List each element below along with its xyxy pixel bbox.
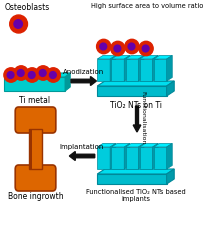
FancyBboxPatch shape	[97, 174, 167, 184]
FancyBboxPatch shape	[4, 77, 65, 91]
FancyBboxPatch shape	[154, 59, 167, 81]
FancyArrow shape	[69, 152, 95, 161]
FancyBboxPatch shape	[126, 147, 138, 169]
FancyArrow shape	[71, 77, 96, 85]
FancyBboxPatch shape	[154, 147, 167, 169]
Text: High surface area to volume ratio: High surface area to volume ratio	[91, 3, 204, 9]
Text: Anodization: Anodization	[63, 69, 104, 75]
Polygon shape	[110, 143, 116, 169]
Polygon shape	[97, 143, 116, 147]
Ellipse shape	[25, 68, 39, 82]
Ellipse shape	[97, 39, 111, 54]
Polygon shape	[126, 55, 144, 59]
Ellipse shape	[4, 68, 18, 82]
Ellipse shape	[49, 71, 56, 78]
Polygon shape	[97, 55, 116, 59]
FancyBboxPatch shape	[97, 59, 110, 81]
Polygon shape	[167, 81, 174, 96]
Ellipse shape	[36, 66, 50, 80]
Ellipse shape	[100, 43, 107, 50]
Polygon shape	[138, 143, 144, 169]
FancyBboxPatch shape	[97, 147, 110, 169]
Polygon shape	[97, 81, 174, 86]
Polygon shape	[65, 73, 70, 91]
FancyBboxPatch shape	[111, 59, 124, 81]
Polygon shape	[140, 55, 158, 59]
FancyBboxPatch shape	[15, 107, 56, 133]
Ellipse shape	[10, 15, 27, 33]
Polygon shape	[97, 169, 174, 174]
Ellipse shape	[128, 43, 135, 50]
Polygon shape	[138, 55, 144, 81]
FancyBboxPatch shape	[29, 129, 42, 169]
Text: Functionalisation: Functionalisation	[140, 91, 145, 145]
Ellipse shape	[46, 68, 60, 82]
FancyBboxPatch shape	[126, 59, 138, 81]
FancyBboxPatch shape	[140, 59, 153, 81]
Text: Ti metal: Ti metal	[19, 96, 50, 105]
Ellipse shape	[14, 66, 28, 80]
Polygon shape	[126, 143, 144, 147]
Polygon shape	[154, 143, 172, 147]
Polygon shape	[4, 73, 70, 77]
FancyBboxPatch shape	[15, 165, 56, 191]
Polygon shape	[111, 143, 130, 147]
Ellipse shape	[142, 45, 149, 52]
Polygon shape	[153, 55, 158, 81]
Ellipse shape	[28, 71, 35, 78]
Polygon shape	[124, 55, 130, 81]
FancyBboxPatch shape	[29, 129, 32, 169]
Text: Osteoblasts: Osteoblasts	[4, 3, 49, 12]
Text: Functionalised TiO₂ NTs based
implants: Functionalised TiO₂ NTs based implants	[86, 189, 186, 202]
Ellipse shape	[17, 70, 24, 76]
Polygon shape	[110, 55, 116, 81]
Ellipse shape	[7, 71, 14, 78]
Text: Bone ingrowth: Bone ingrowth	[8, 192, 63, 201]
Text: TiO₂ NTs on Ti: TiO₂ NTs on Ti	[110, 101, 162, 110]
Polygon shape	[111, 55, 130, 59]
Polygon shape	[167, 55, 172, 81]
Ellipse shape	[39, 70, 46, 76]
Polygon shape	[124, 143, 130, 169]
Polygon shape	[154, 55, 172, 59]
Polygon shape	[167, 169, 174, 184]
Text: Implantation: Implantation	[60, 144, 104, 150]
Polygon shape	[167, 143, 172, 169]
Ellipse shape	[125, 39, 139, 54]
Ellipse shape	[14, 20, 22, 28]
FancyBboxPatch shape	[97, 86, 167, 96]
Polygon shape	[153, 143, 158, 169]
FancyBboxPatch shape	[111, 147, 124, 169]
FancyArrow shape	[133, 106, 141, 132]
Ellipse shape	[114, 45, 121, 52]
Ellipse shape	[139, 41, 153, 56]
Polygon shape	[140, 143, 158, 147]
Ellipse shape	[111, 41, 125, 56]
FancyBboxPatch shape	[140, 147, 153, 169]
